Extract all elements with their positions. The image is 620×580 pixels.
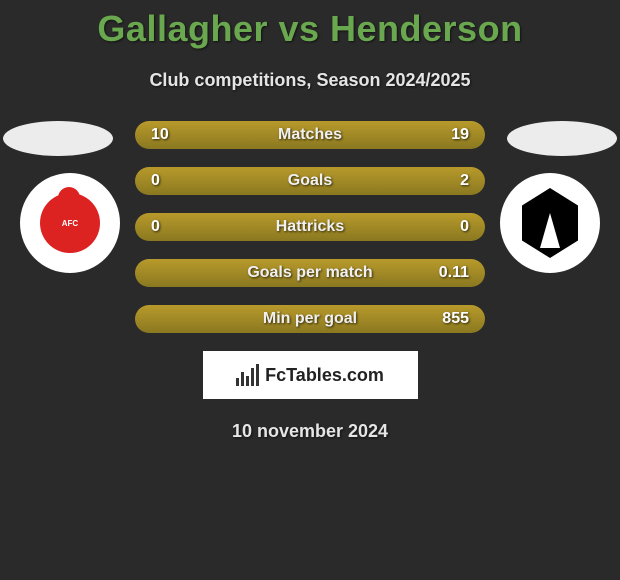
stat-right-value: 0.11 — [429, 264, 469, 282]
stat-label: Goals — [191, 172, 429, 190]
stat-row-goals: 0 Goals 2 — [135, 167, 485, 195]
stat-left-value: 0 — [151, 172, 191, 190]
player-photo-left — [3, 121, 113, 156]
brand-logo[interactable]: FcTables.com — [203, 351, 418, 399]
club-badge-left: AFC — [20, 173, 120, 273]
stat-row-matches: 10 Matches 19 — [135, 121, 485, 149]
stat-row-goals-per-match: Goals per match 0.11 — [135, 259, 485, 287]
stat-left-value: 10 — [151, 126, 191, 144]
club-badge-right — [500, 173, 600, 273]
player-photo-right — [507, 121, 617, 156]
stat-label: Hattricks — [191, 218, 429, 236]
comparison-panel: AFC 10 Matches 19 0 Goals 2 0 Hattricks … — [0, 121, 620, 442]
club-badge-left-text: AFC — [62, 219, 78, 228]
club-badge-left-inner: AFC — [40, 193, 100, 253]
stat-right-value: 855 — [429, 310, 469, 328]
date-label: 10 november 2024 — [0, 421, 620, 442]
club-badge-right-inner — [515, 188, 585, 258]
stats-list: 10 Matches 19 0 Goals 2 0 Hattricks 0 Go… — [135, 121, 485, 333]
stat-right-value: 0 — [429, 218, 469, 236]
stat-row-min-per-goal: Min per goal 855 — [135, 305, 485, 333]
stat-label: Min per goal — [191, 310, 429, 328]
brand-bars-icon — [236, 364, 259, 386]
stat-row-hattricks: 0 Hattricks 0 — [135, 213, 485, 241]
stat-label: Goals per match — [191, 264, 429, 282]
stat-right-value: 19 — [429, 126, 469, 144]
stat-label: Matches — [191, 126, 429, 144]
subtitle: Club competitions, Season 2024/2025 — [0, 70, 620, 91]
stat-left-value: 0 — [151, 218, 191, 236]
stat-right-value: 2 — [429, 172, 469, 190]
page-title: Gallagher vs Henderson — [0, 0, 620, 50]
brand-text: FcTables.com — [265, 365, 384, 386]
